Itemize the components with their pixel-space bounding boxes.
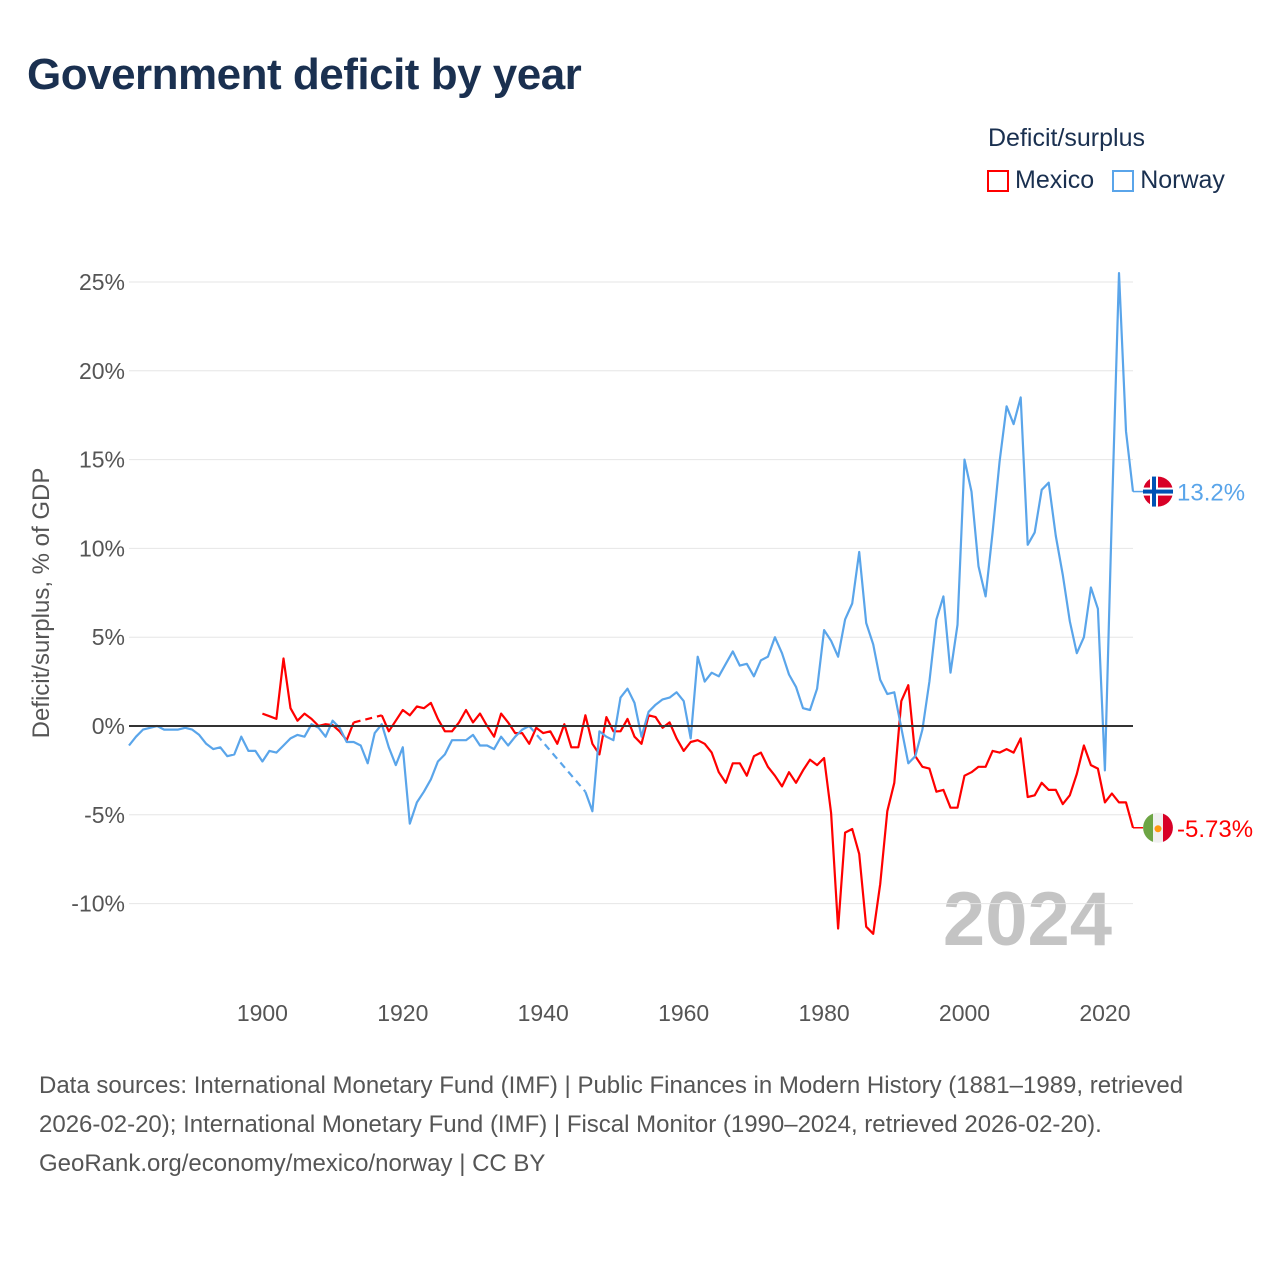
page-title: Government deficit by year xyxy=(27,50,582,99)
legend-label: Mexico xyxy=(1015,166,1095,194)
gap-line-mexico xyxy=(353,714,383,724)
flag-cross xyxy=(1143,489,1173,494)
x-tick-label: 2020 xyxy=(1079,1000,1130,1026)
x-tick-label: 1900 xyxy=(237,1000,288,1026)
credit-link[interactable]: GeoRank.org/economy/mexico/norway | CC B… xyxy=(39,1150,546,1177)
y-tick-label: 15% xyxy=(79,447,125,473)
legend: Mexico Norway xyxy=(987,166,1225,195)
x-tick-label: 2000 xyxy=(939,1000,990,1026)
legend-title: Deficit/surplus xyxy=(988,124,1145,152)
footer: Data sources: International Monetary Fun… xyxy=(39,1066,1239,1183)
series-line-mexico xyxy=(262,657,355,742)
x-tick-label: 1960 xyxy=(658,1000,709,1026)
y-tick-label: 10% xyxy=(79,535,125,561)
end-value-label: 13.2% xyxy=(1177,480,1245,507)
x-tick-label: 1920 xyxy=(377,1000,428,1026)
flag-emblem xyxy=(1154,825,1162,833)
data-sources: Data sources: International Monetary Fun… xyxy=(39,1072,1184,1138)
y-tick-label: -5% xyxy=(84,802,125,828)
end-value-label: -5.73% xyxy=(1177,816,1253,843)
flag-cross xyxy=(1152,476,1156,507)
year-watermark: 2024 xyxy=(943,877,1112,962)
y-tick-label: 25% xyxy=(79,269,125,295)
y-tick-label: 20% xyxy=(79,358,125,384)
norway-swatch-icon xyxy=(1112,169,1135,192)
series-line-norway xyxy=(584,272,1135,813)
gap-line-norway xyxy=(528,725,587,793)
y-tick-label: -10% xyxy=(71,891,125,917)
x-tick-label: 1980 xyxy=(798,1000,849,1026)
legend-item-norway[interactable]: Norway xyxy=(1112,166,1225,195)
mexico-swatch-icon xyxy=(987,169,1009,192)
legend-label: Norway xyxy=(1140,166,1225,194)
flag-red xyxy=(1163,813,1173,842)
flag-green xyxy=(1143,813,1153,842)
legend-item-mexico[interactable]: Mexico xyxy=(987,166,1094,195)
series-line-mexico xyxy=(380,684,1135,935)
y-tick-label: 5% xyxy=(92,624,125,650)
series-line-norway xyxy=(128,719,530,825)
chart: 2024 -10% -5% 0% 5% 10% 15% 20% 25% 1900 1920 1940 1… xyxy=(71,269,1253,1026)
x-tick-label: 1940 xyxy=(518,1000,569,1026)
y-tick-label: 0% xyxy=(92,713,125,739)
